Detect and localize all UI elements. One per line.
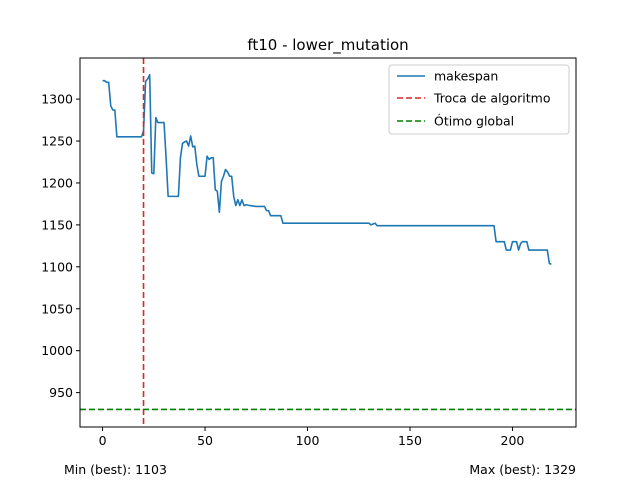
y-tick-label: 1000 bbox=[41, 343, 73, 358]
legend-label-global-optimum: Ótimo global bbox=[434, 114, 514, 129]
x-axis-ticks: 0 50 100 150 200 bbox=[99, 427, 525, 448]
legend-label-algorithm-switch: Troca de algoritmo bbox=[433, 91, 550, 106]
y-tick-label: 1100 bbox=[41, 259, 73, 274]
y-axis-ticks: 950 1000 1050 1100 1150 1200 1250 1300 bbox=[41, 92, 80, 400]
plot-frame bbox=[79, 57, 577, 428]
y-tick-label: 1150 bbox=[41, 217, 73, 232]
chart-title: ft10 - lower_mutation bbox=[247, 36, 408, 55]
plot-area bbox=[80, 58, 576, 427]
legend-label-makespan: makespan bbox=[434, 69, 498, 84]
x-tick-label: 150 bbox=[398, 433, 422, 448]
x-tick-label: 50 bbox=[197, 433, 213, 448]
y-tick-label: 1250 bbox=[41, 134, 73, 149]
y-tick-label: 1200 bbox=[41, 175, 73, 190]
max-best-annotation: Max (best): 1329 bbox=[469, 462, 576, 477]
makespan-line bbox=[102, 73, 552, 266]
y-tick-label: 950 bbox=[49, 385, 73, 400]
x-tick-label: 0 bbox=[99, 433, 107, 448]
y-tick-label: 1300 bbox=[41, 92, 73, 107]
x-tick-label: 200 bbox=[501, 433, 525, 448]
y-tick-label: 1050 bbox=[41, 301, 73, 316]
legend-box bbox=[388, 64, 570, 135]
legend: makespan Troca de algoritmo Ótimo global bbox=[388, 64, 570, 135]
x-tick-label: 100 bbox=[296, 433, 320, 448]
min-best-annotation: Min (best): 1103 bbox=[64, 462, 167, 477]
